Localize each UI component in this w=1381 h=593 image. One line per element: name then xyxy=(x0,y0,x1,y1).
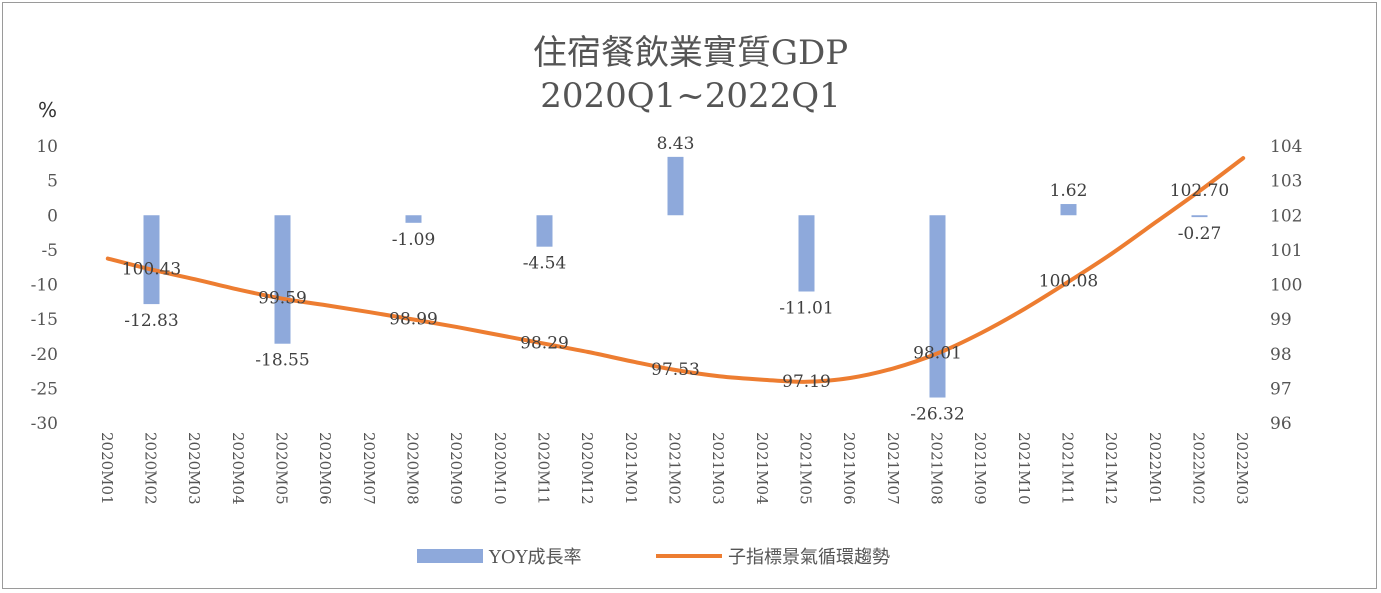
left-axis-tick-label: -20 xyxy=(31,345,58,365)
line-data-label: 97.19 xyxy=(782,372,831,392)
legend: YOY成長率 子指標景氣循環趨勢 xyxy=(0,543,1381,573)
x-axis-tick-label: 2021M11 xyxy=(1059,432,1077,505)
x-axis-tick-label: 2020M04 xyxy=(229,432,247,505)
chart-title: 住宿餐飲業實質GDP xyxy=(532,33,849,73)
x-axis-tick-label: 2022M02 xyxy=(1190,432,1208,505)
x-axis-tick-label: 2020M01 xyxy=(98,432,116,505)
line-data-label: 98.29 xyxy=(520,334,569,354)
bar-data-label: -12.83 xyxy=(124,311,178,331)
x-axis-tick-label: 2020M10 xyxy=(491,432,509,505)
bar xyxy=(405,215,422,223)
x-axis-tick-label: 2020M09 xyxy=(447,432,465,505)
bar-data-label: 1.62 xyxy=(1050,181,1088,201)
legend-label-trend: 子指標景氣循環趨勢 xyxy=(728,547,890,568)
x-axis-tick-label: 2021M10 xyxy=(1015,432,1033,505)
bar-data-label: -11.01 xyxy=(779,298,833,318)
x-axis-tick-label: 2021M12 xyxy=(1102,432,1120,505)
bar xyxy=(274,215,291,344)
bar-data-label: -26.32 xyxy=(910,405,964,425)
bar-data-label: -0.27 xyxy=(1178,224,1222,244)
bar xyxy=(798,215,815,292)
x-axis-tick-label: 2020M06 xyxy=(316,432,334,505)
x-axis-tick-label: 2020M08 xyxy=(404,432,422,505)
bar xyxy=(667,156,684,216)
x-axis-tick-label: 2020M02 xyxy=(142,432,160,505)
line-data-label: 98.01 xyxy=(913,343,962,363)
right-axis-tick-label: 102 xyxy=(1270,206,1302,226)
line-data-label: 99.59 xyxy=(258,289,307,309)
line-data-label: 100.08 xyxy=(1039,272,1098,292)
x-axis-tick-label: 2021M07 xyxy=(884,432,902,505)
left-axis-tick-label: 10 xyxy=(36,137,58,157)
right-axis-tick-label: 104 xyxy=(1270,137,1302,157)
x-axis-tick-label: 2020M03 xyxy=(185,432,203,505)
right-axis-tick-label: 101 xyxy=(1270,241,1302,261)
bar-data-label: -18.55 xyxy=(255,351,309,371)
x-axis-tick-label: 2021M04 xyxy=(753,432,771,505)
legend-item-trend: 子指標景氣循環趨勢 xyxy=(656,543,890,569)
x-axis-tick-label: 2021M05 xyxy=(797,432,815,505)
right-axis-tick-label: 97 xyxy=(1270,379,1292,399)
line-data-label: 98.99 xyxy=(389,309,438,329)
x-axis-tick-label: 2021M03 xyxy=(709,432,727,505)
x-axis-tick-label: 2020M05 xyxy=(273,432,291,505)
left-axis-tick-label: 5 xyxy=(47,172,58,192)
right-axis-tick-label: 103 xyxy=(1270,172,1302,192)
x-axis-tick-label: 2021M08 xyxy=(928,432,946,505)
left-axis-tick-label: -25 xyxy=(31,379,58,399)
left-axis-unit-label: % xyxy=(38,98,58,122)
left-axis-tick-label: -5 xyxy=(41,241,58,261)
legend-swatch-line xyxy=(656,554,722,558)
x-axis-tick-label: 2021M02 xyxy=(666,432,684,505)
legend-swatch-bar xyxy=(417,549,483,563)
trend-line xyxy=(105,156,1246,384)
left-axis-tick-label: -10 xyxy=(31,276,58,296)
chart-subtitle: 2020Q1~2022Q1 xyxy=(540,76,841,116)
bar-data-label: 8.43 xyxy=(657,134,695,154)
legend-item-yoy: YOY成長率 xyxy=(417,543,582,569)
bar-data-label: -1.09 xyxy=(392,230,436,250)
right-axis-tick-label: 98 xyxy=(1270,345,1292,365)
right-axis-tick-label: 100 xyxy=(1270,276,1302,296)
x-axis-tick-label: 2022M01 xyxy=(1146,432,1164,505)
x-axis-tick-label: 2020M11 xyxy=(535,432,553,505)
bar xyxy=(143,215,160,305)
x-axis-tick-label: 2021M09 xyxy=(971,432,989,505)
x-axis-tick-label: 2022M03 xyxy=(1233,432,1251,505)
left-axis-tick-label: 0 xyxy=(47,206,58,226)
left-axis-tick-label: -15 xyxy=(31,310,58,330)
line-data-label: 102.70 xyxy=(1170,181,1229,201)
line-data-label: 97.53 xyxy=(651,360,700,380)
bar xyxy=(929,215,946,398)
bar xyxy=(536,215,553,247)
bar-data-label: -4.54 xyxy=(523,254,567,274)
legend-label-yoy: YOY成長率 xyxy=(489,547,582,568)
x-axis-tick-label: 2021M06 xyxy=(840,432,858,505)
right-axis-tick-label: 99 xyxy=(1270,310,1292,330)
x-axis-tick-label: 2020M12 xyxy=(578,432,596,505)
bar xyxy=(1191,215,1208,218)
x-axis-tick-label: 2021M01 xyxy=(622,432,640,505)
bar xyxy=(1060,204,1077,216)
x-axis-tick-label: 2020M07 xyxy=(360,432,378,505)
line-data-label: 100.43 xyxy=(122,260,181,280)
right-axis-tick-label: 96 xyxy=(1270,414,1292,434)
left-axis-tick-label: -30 xyxy=(31,414,58,434)
